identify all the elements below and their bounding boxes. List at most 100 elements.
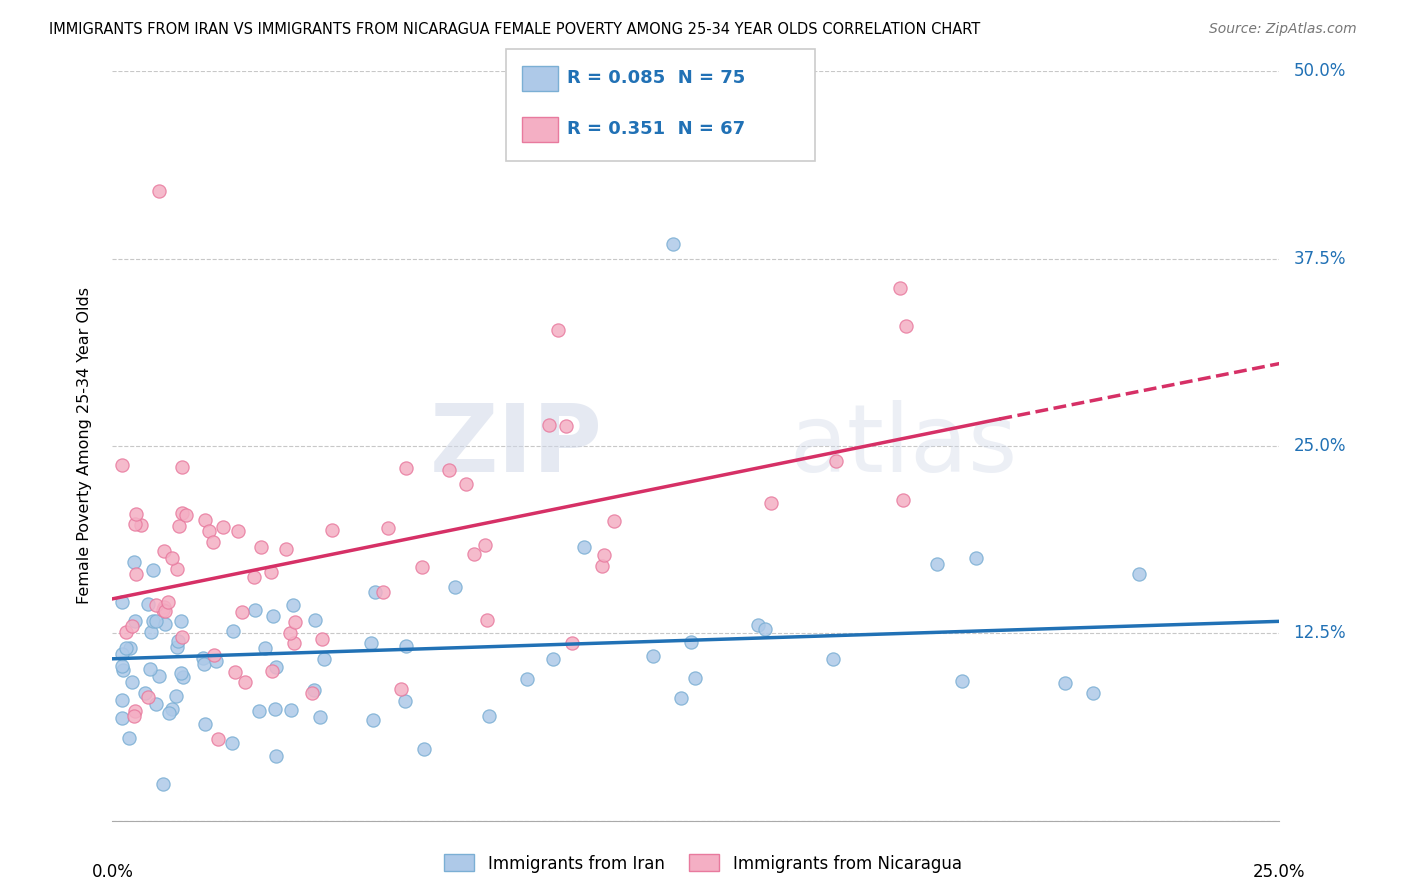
- Point: [124, 517, 146, 532]
- Point: [1128, 566, 1150, 581]
- Point: [463, 548, 485, 562]
- Point: [260, 664, 283, 678]
- Point: [145, 599, 167, 613]
- Point: [111, 648, 134, 662]
- Point: [166, 640, 188, 654]
- Point: [114, 640, 136, 655]
- Point: [592, 548, 614, 562]
- Point: [170, 506, 193, 520]
- Point: [253, 641, 276, 656]
- Text: IMMIGRANTS FROM IRAN VS IMMIGRANTS FROM NICARAGUA FEMALE POVERTY AMONG 25-34 YEA: IMMIGRANTS FROM IRAN VS IMMIGRANTS FROM …: [49, 22, 980, 37]
- Point: [541, 651, 564, 665]
- Point: [226, 524, 249, 538]
- Point: [754, 622, 776, 636]
- Point: [193, 651, 215, 665]
- Point: [554, 418, 576, 433]
- Point: [207, 731, 229, 746]
- Point: [125, 567, 148, 582]
- Text: 37.5%: 37.5%: [1294, 250, 1346, 268]
- Point: [122, 555, 145, 569]
- Point: [263, 702, 285, 716]
- Point: [950, 673, 973, 688]
- Point: [152, 777, 174, 791]
- Point: [166, 689, 188, 703]
- Point: [249, 540, 271, 554]
- Point: [152, 543, 174, 558]
- Point: [371, 585, 394, 599]
- Point: [276, 541, 298, 556]
- Point: [124, 705, 146, 719]
- Point: [309, 710, 332, 724]
- Text: Source: ZipAtlas.com: Source: ZipAtlas.com: [1209, 22, 1357, 37]
- Point: [115, 625, 138, 640]
- Point: [1081, 686, 1104, 700]
- Point: [538, 417, 561, 432]
- Point: [198, 524, 221, 539]
- Point: [283, 599, 305, 613]
- Point: [389, 682, 412, 697]
- Point: [221, 736, 243, 750]
- Text: 0.0%: 0.0%: [91, 863, 134, 880]
- Point: [364, 585, 387, 599]
- Point: [121, 619, 143, 633]
- Point: [145, 614, 167, 628]
- Point: [264, 749, 287, 764]
- Point: [170, 631, 193, 645]
- Point: [444, 580, 467, 594]
- Point: [283, 636, 305, 650]
- Text: 25.0%: 25.0%: [1253, 863, 1306, 880]
- Point: [222, 624, 245, 639]
- Point: [561, 636, 583, 650]
- Point: [304, 614, 326, 628]
- Point: [172, 670, 194, 684]
- Point: [243, 603, 266, 617]
- Point: [412, 741, 434, 756]
- Point: [1054, 676, 1077, 690]
- Point: [174, 508, 197, 523]
- Point: [152, 603, 174, 617]
- Point: [145, 697, 167, 711]
- Point: [111, 710, 134, 724]
- Point: [547, 323, 569, 337]
- Point: [411, 560, 433, 574]
- Point: [139, 625, 162, 640]
- Point: [118, 640, 141, 655]
- Point: [572, 540, 595, 554]
- Point: [894, 319, 917, 334]
- Point: [148, 184, 170, 198]
- Point: [111, 595, 134, 609]
- Point: [280, 703, 302, 717]
- Point: [224, 665, 246, 679]
- Point: [148, 669, 170, 683]
- Point: [231, 605, 253, 619]
- Point: [312, 652, 335, 666]
- Point: [247, 704, 270, 718]
- Text: atlas: atlas: [789, 400, 1018, 492]
- Point: [889, 280, 911, 294]
- Point: [304, 683, 326, 698]
- Point: [136, 690, 159, 704]
- Point: [155, 617, 177, 632]
- Point: [284, 615, 307, 629]
- Point: [437, 463, 460, 477]
- Point: [395, 639, 418, 653]
- Point: [661, 236, 683, 251]
- Point: [761, 496, 783, 510]
- Point: [124, 614, 146, 628]
- Point: [111, 458, 134, 472]
- Text: R = 0.351  N = 67: R = 0.351 N = 67: [567, 120, 745, 138]
- Point: [475, 613, 498, 627]
- Point: [157, 595, 180, 609]
- Point: [170, 460, 193, 475]
- Point: [893, 492, 915, 507]
- Point: [602, 514, 624, 528]
- Text: R = 0.085  N = 75: R = 0.085 N = 75: [567, 70, 745, 87]
- Text: 25.0%: 25.0%: [1294, 437, 1346, 455]
- Point: [111, 693, 134, 707]
- Point: [202, 534, 225, 549]
- Point: [474, 538, 496, 552]
- Legend: Immigrants from Iran, Immigrants from Nicaragua: Immigrants from Iran, Immigrants from Ni…: [437, 847, 969, 880]
- Text: 50.0%: 50.0%: [1294, 62, 1346, 80]
- Point: [162, 550, 184, 565]
- Point: [360, 636, 382, 650]
